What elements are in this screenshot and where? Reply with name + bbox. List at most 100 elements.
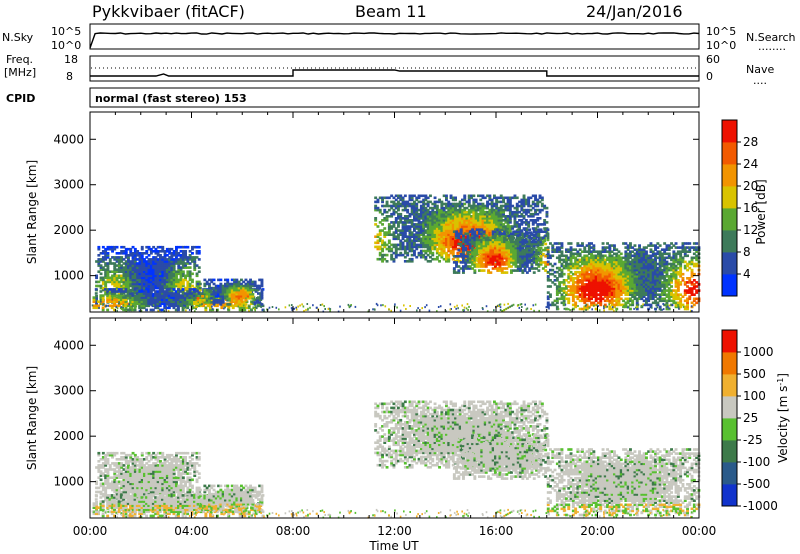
power-cell (601, 254, 605, 258)
power-cell (624, 266, 628, 270)
power-cell (226, 290, 230, 294)
power-cell (631, 279, 635, 282)
power-cell (567, 281, 571, 284)
power-cell (403, 260, 407, 263)
power-cell (496, 240, 500, 244)
power-cell (154, 278, 158, 282)
power-cell (113, 298, 116, 301)
power-cell (506, 198, 510, 202)
power-cell (203, 299, 207, 302)
power-cell (408, 231, 412, 234)
power-cell (127, 276, 130, 280)
power-cell (543, 219, 547, 222)
power-cell (168, 272, 172, 276)
power-cell (491, 259, 495, 262)
power-cell (111, 262, 114, 265)
power-cell (512, 269, 516, 272)
power-cell (490, 198, 494, 202)
power-cell (585, 277, 589, 280)
power-cell (127, 272, 130, 276)
power-cell (392, 225, 396, 228)
power-cell (503, 271, 506, 274)
power-cell (438, 243, 441, 247)
power-cell (161, 292, 164, 295)
power-cell (463, 215, 467, 218)
power-cell (122, 274, 126, 278)
power-cell (385, 231, 389, 234)
power-cell (177, 302, 180, 306)
power-cell (415, 204, 419, 208)
power-cell (108, 278, 112, 282)
power-cell (161, 288, 164, 291)
power-cell (177, 292, 180, 295)
power-cell (129, 278, 133, 282)
power-cell (478, 246, 481, 250)
power-cell (133, 300, 137, 303)
power-cell (417, 229, 421, 232)
power-cell (461, 208, 464, 212)
power-cell (145, 280, 149, 284)
power-cell (494, 230, 497, 233)
power-cell (477, 212, 480, 216)
power-cell (481, 208, 485, 212)
power-cell (177, 290, 180, 293)
power-cell (532, 267, 536, 270)
power-cell (147, 286, 151, 290)
power-cell (117, 298, 121, 301)
power-cell (528, 257, 532, 260)
power-cell (571, 283, 575, 286)
power-cell (181, 278, 185, 282)
power-cell (567, 275, 571, 278)
power-cell (381, 260, 384, 263)
power-cell (170, 252, 174, 255)
power-cell (422, 233, 426, 236)
power-cell (594, 277, 598, 280)
power-cell (376, 206, 380, 210)
power-cell (131, 300, 135, 303)
power-cell (179, 280, 183, 284)
power-cell (601, 293, 605, 296)
power-cell (519, 259, 522, 262)
power-cell (510, 242, 513, 246)
power-cell (147, 280, 151, 284)
power-cell (167, 302, 171, 306)
power-cell (560, 272, 564, 276)
power-cell (493, 215, 496, 218)
power-cell (115, 264, 119, 267)
power-cell (108, 247, 112, 251)
power-cell (574, 287, 578, 290)
power-cell (603, 254, 607, 258)
power-cell (426, 221, 430, 224)
power-cell (464, 267, 468, 270)
power-cell (617, 275, 621, 278)
power-cell (461, 223, 464, 226)
power-cell (613, 285, 616, 288)
power-cell (188, 292, 192, 295)
power-cell (101, 294, 105, 297)
power-cell (440, 231, 444, 234)
power-cell (219, 288, 223, 292)
power-cell (538, 196, 542, 200)
power-cell (244, 286, 248, 290)
power-cell (537, 257, 541, 260)
power-cell (608, 252, 612, 256)
power-cell (431, 243, 435, 247)
power-cell (610, 258, 614, 262)
power-cell (631, 285, 635, 288)
power-cell (163, 292, 167, 295)
power-cell (381, 243, 384, 247)
power-cell (482, 259, 486, 262)
power-cell (626, 281, 630, 284)
power-cell (521, 232, 525, 236)
power-cell (440, 219, 444, 222)
power-cell (378, 221, 382, 224)
power-cell (122, 262, 126, 265)
power-cell (560, 297, 564, 301)
power-cell (571, 291, 575, 294)
power-cell (545, 221, 549, 224)
power-cell (480, 228, 484, 231)
power-cell (629, 293, 632, 296)
power-cell (251, 301, 255, 304)
power-cell (578, 293, 582, 296)
power-cell (385, 260, 389, 263)
